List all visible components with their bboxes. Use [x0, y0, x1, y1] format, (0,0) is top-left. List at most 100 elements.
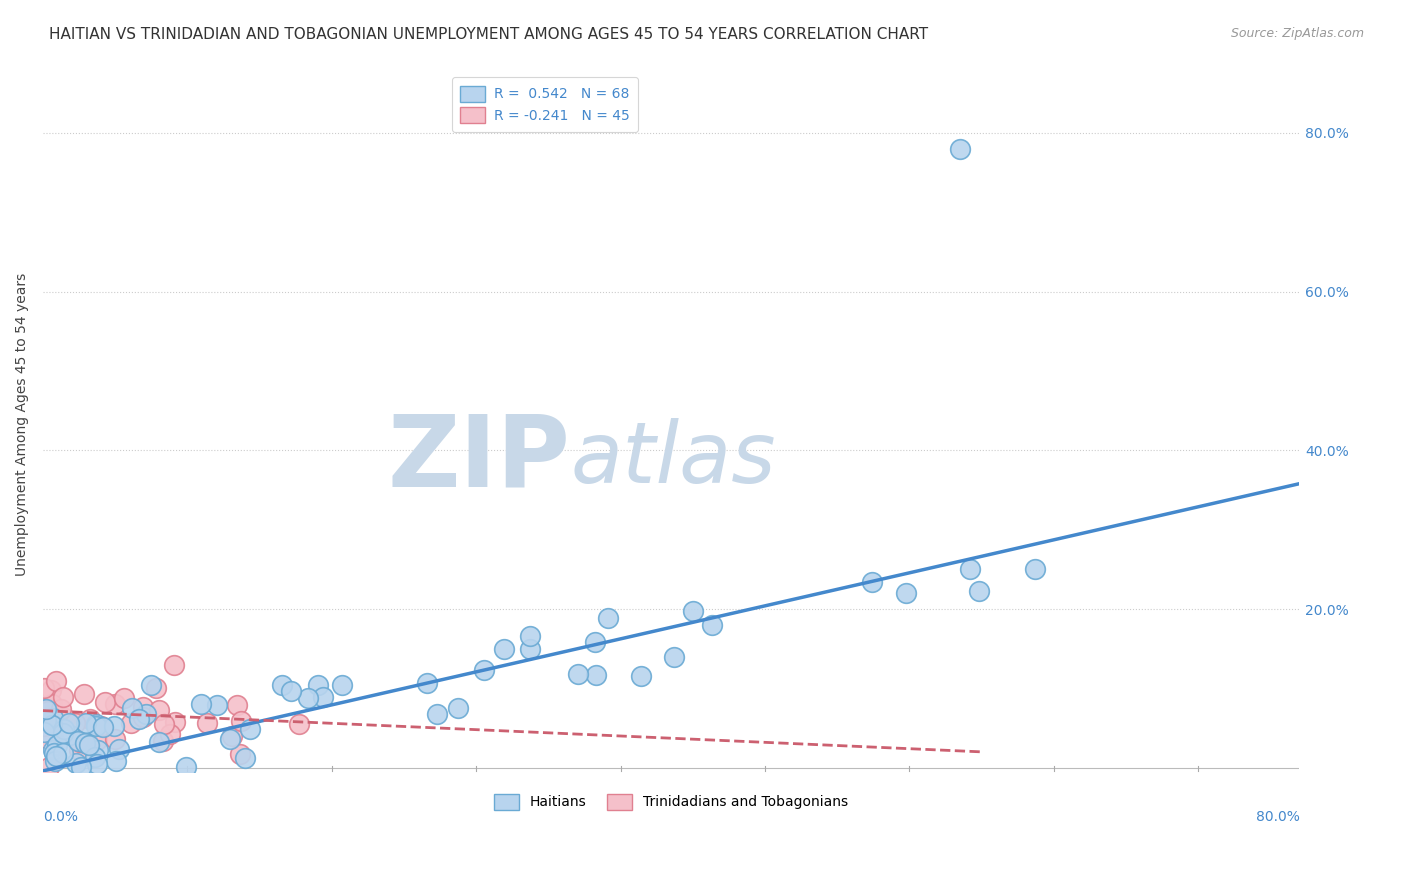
Point	[103, 719, 125, 733]
Point	[307, 678, 329, 692]
Point	[84, 716, 107, 731]
Point	[34, 702, 56, 716]
Point	[148, 735, 170, 749]
Point	[41, 697, 63, 711]
Point	[148, 703, 170, 717]
Point	[233, 751, 256, 765]
Point	[65, 756, 87, 770]
Point	[967, 583, 990, 598]
Point	[41, 711, 63, 725]
Text: 80.0%: 80.0%	[1256, 810, 1299, 824]
Point	[415, 676, 437, 690]
Point	[132, 710, 155, 724]
Point	[73, 687, 96, 701]
Point	[75, 716, 97, 731]
Point	[67, 743, 90, 757]
Point	[44, 746, 66, 760]
Point	[79, 712, 101, 726]
Point	[229, 747, 252, 761]
Point	[630, 668, 652, 682]
Point	[239, 723, 262, 737]
Legend: Haitians, Trinidadians and Tobagonians: Haitians, Trinidadians and Tobagonians	[486, 787, 855, 817]
Point	[41, 718, 63, 732]
Text: ZIP: ZIP	[388, 411, 571, 508]
Point	[120, 715, 142, 730]
Point	[221, 729, 243, 743]
Point	[585, 668, 607, 682]
Point	[108, 742, 131, 756]
Point	[52, 726, 75, 740]
Point	[63, 716, 86, 731]
Point	[37, 704, 59, 718]
Point	[90, 719, 112, 733]
Point	[86, 743, 108, 757]
Point	[949, 142, 972, 156]
Point	[44, 755, 66, 769]
Point	[35, 714, 58, 728]
Point	[77, 738, 100, 752]
Point	[447, 701, 470, 715]
Point	[51, 702, 73, 716]
Point	[1024, 562, 1046, 576]
Point	[45, 738, 67, 752]
Point	[84, 719, 107, 733]
Point	[492, 642, 515, 657]
Point	[34, 681, 56, 696]
Point	[519, 629, 541, 643]
Point	[38, 709, 60, 723]
Point	[52, 722, 75, 736]
Point	[312, 690, 335, 704]
Point	[297, 690, 319, 705]
Point	[896, 586, 918, 600]
Point	[163, 657, 186, 672]
Point	[53, 711, 76, 725]
Point	[218, 731, 240, 746]
Point	[45, 714, 67, 729]
Point	[229, 714, 252, 728]
Point	[52, 747, 75, 761]
Point	[271, 678, 294, 692]
Point	[94, 695, 117, 709]
Point	[197, 716, 219, 731]
Point	[83, 750, 105, 764]
Point	[174, 760, 197, 774]
Point	[35, 731, 58, 745]
Point	[519, 641, 541, 656]
Point	[159, 727, 181, 741]
Point	[42, 730, 65, 744]
Point	[104, 731, 127, 746]
Point	[128, 712, 150, 726]
Point	[153, 717, 176, 731]
Point	[135, 707, 157, 722]
Point	[112, 691, 135, 706]
Point	[45, 674, 67, 689]
Point	[139, 678, 162, 692]
Point	[662, 649, 685, 664]
Point	[41, 701, 63, 715]
Point	[34, 719, 56, 733]
Point	[93, 720, 115, 734]
Point	[567, 666, 589, 681]
Text: 0.0%: 0.0%	[44, 810, 77, 824]
Point	[42, 721, 65, 735]
Point	[45, 748, 67, 763]
Point	[41, 742, 63, 756]
Point	[38, 714, 60, 728]
Point	[288, 717, 311, 731]
Point	[52, 690, 75, 705]
Point	[190, 697, 212, 711]
Point	[86, 732, 108, 747]
Point	[39, 682, 62, 697]
Point	[58, 715, 80, 730]
Point	[69, 734, 91, 748]
Point	[700, 617, 723, 632]
Point	[426, 707, 449, 722]
Point	[472, 663, 495, 677]
Point	[69, 760, 91, 774]
Point	[959, 562, 981, 576]
Point	[152, 734, 174, 748]
Point	[73, 736, 96, 750]
Point	[132, 700, 155, 714]
Point	[59, 728, 82, 742]
Point	[163, 715, 186, 730]
